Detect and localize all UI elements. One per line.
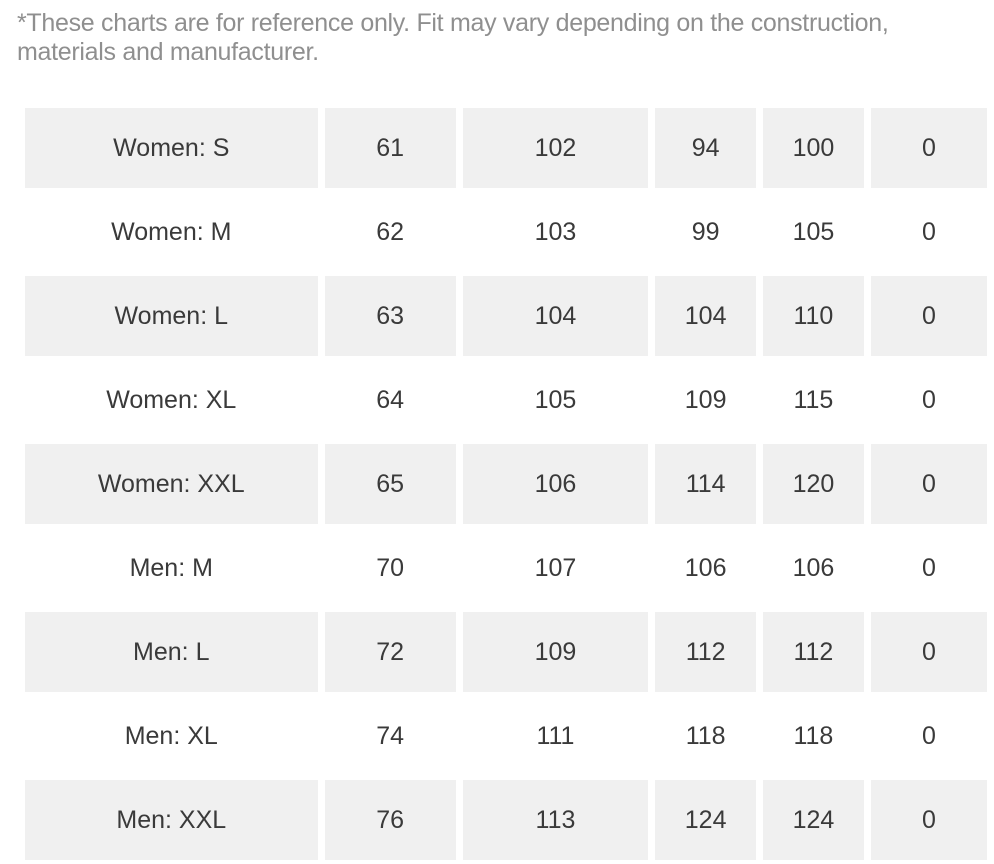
value-cell: 120 — [763, 444, 864, 524]
value-cell: 106 — [684, 553, 727, 582]
value-cell: 100 — [763, 108, 864, 188]
value-cell: 124 — [655, 780, 757, 860]
value-cell: 0 — [921, 385, 936, 414]
size-cell: Men: XXL — [25, 780, 318, 860]
value-cell: 112 — [763, 612, 864, 692]
value-cell: 72 — [324, 612, 456, 692]
value-cell: 111 — [536, 721, 575, 750]
size-cell: Women: XL — [106, 385, 237, 414]
value-cell: 105 — [792, 217, 835, 246]
table-row: Women: XL 64 105 109 115 0 — [25, 360, 987, 440]
value-cell: 61 — [324, 108, 456, 188]
value-cell: 102 — [462, 108, 649, 188]
size-cell: Women: L — [25, 276, 318, 356]
value-cell: 118 — [685, 721, 726, 750]
size-cell: Women: S — [25, 108, 318, 188]
table-row: Men: XL 74 111 118 118 0 — [25, 696, 987, 776]
value-cell: 104 — [655, 276, 757, 356]
value-cell: 0 — [921, 553, 936, 582]
value-cell: 74 — [376, 721, 404, 750]
value-cell: 112 — [655, 612, 757, 692]
value-cell: 0 — [921, 721, 936, 750]
table-row: Men: L 72 109 112 112 0 — [25, 612, 987, 692]
value-cell: 0 — [870, 108, 987, 188]
value-cell: 0 — [870, 276, 987, 356]
value-cell: 99 — [691, 217, 720, 246]
value-cell: 62 — [376, 217, 404, 246]
value-cell: 103 — [534, 217, 577, 246]
size-cell: Women: XXL — [25, 444, 318, 524]
value-cell: 107 — [534, 553, 577, 582]
value-cell: 110 — [763, 276, 864, 356]
value-cell: 94 — [655, 108, 757, 188]
value-cell: 124 — [763, 780, 864, 860]
value-cell: 65 — [324, 444, 456, 524]
size-cell: Men: XL — [124, 721, 218, 750]
value-cell: 109 — [684, 385, 727, 414]
value-cell: 0 — [870, 444, 987, 524]
value-cell: 106 — [792, 553, 835, 582]
value-cell: 106 — [462, 444, 649, 524]
value-cell: 109 — [462, 612, 649, 692]
size-cell: Men: M — [129, 553, 213, 582]
value-cell: 63 — [324, 276, 456, 356]
reference-disclaimer: *These charts are for reference only. Fi… — [17, 9, 889, 66]
value-cell: 115 — [793, 385, 834, 414]
value-cell: 76 — [324, 780, 456, 860]
size-cell: Women: M — [111, 217, 232, 246]
value-cell: 70 — [376, 553, 404, 582]
table-row: Men: XXL 76 113 124 124 0 — [25, 780, 987, 860]
table-row: Women: XXL 65 106 114 120 0 — [25, 444, 987, 524]
value-cell: 64 — [376, 385, 404, 414]
size-chart-table: Women: S 61 102 94 100 0 Women: M 62 103… — [18, 104, 994, 864]
value-cell: 104 — [462, 276, 649, 356]
value-cell: 113 — [462, 780, 649, 860]
table-row: Women: M 62 103 99 105 0 — [25, 192, 987, 272]
value-cell: 0 — [870, 612, 987, 692]
value-cell: 0 — [870, 780, 987, 860]
value-cell: 118 — [793, 721, 834, 750]
size-cell: Men: L — [25, 612, 318, 692]
table-row: Women: S 61 102 94 100 0 — [25, 108, 987, 188]
value-cell: 114 — [655, 444, 757, 524]
table-row: Women: L 63 104 104 110 0 — [25, 276, 987, 356]
value-cell: 105 — [534, 385, 577, 414]
table-row: Men: M 70 107 106 106 0 — [25, 528, 987, 608]
value-cell: 0 — [921, 217, 936, 246]
